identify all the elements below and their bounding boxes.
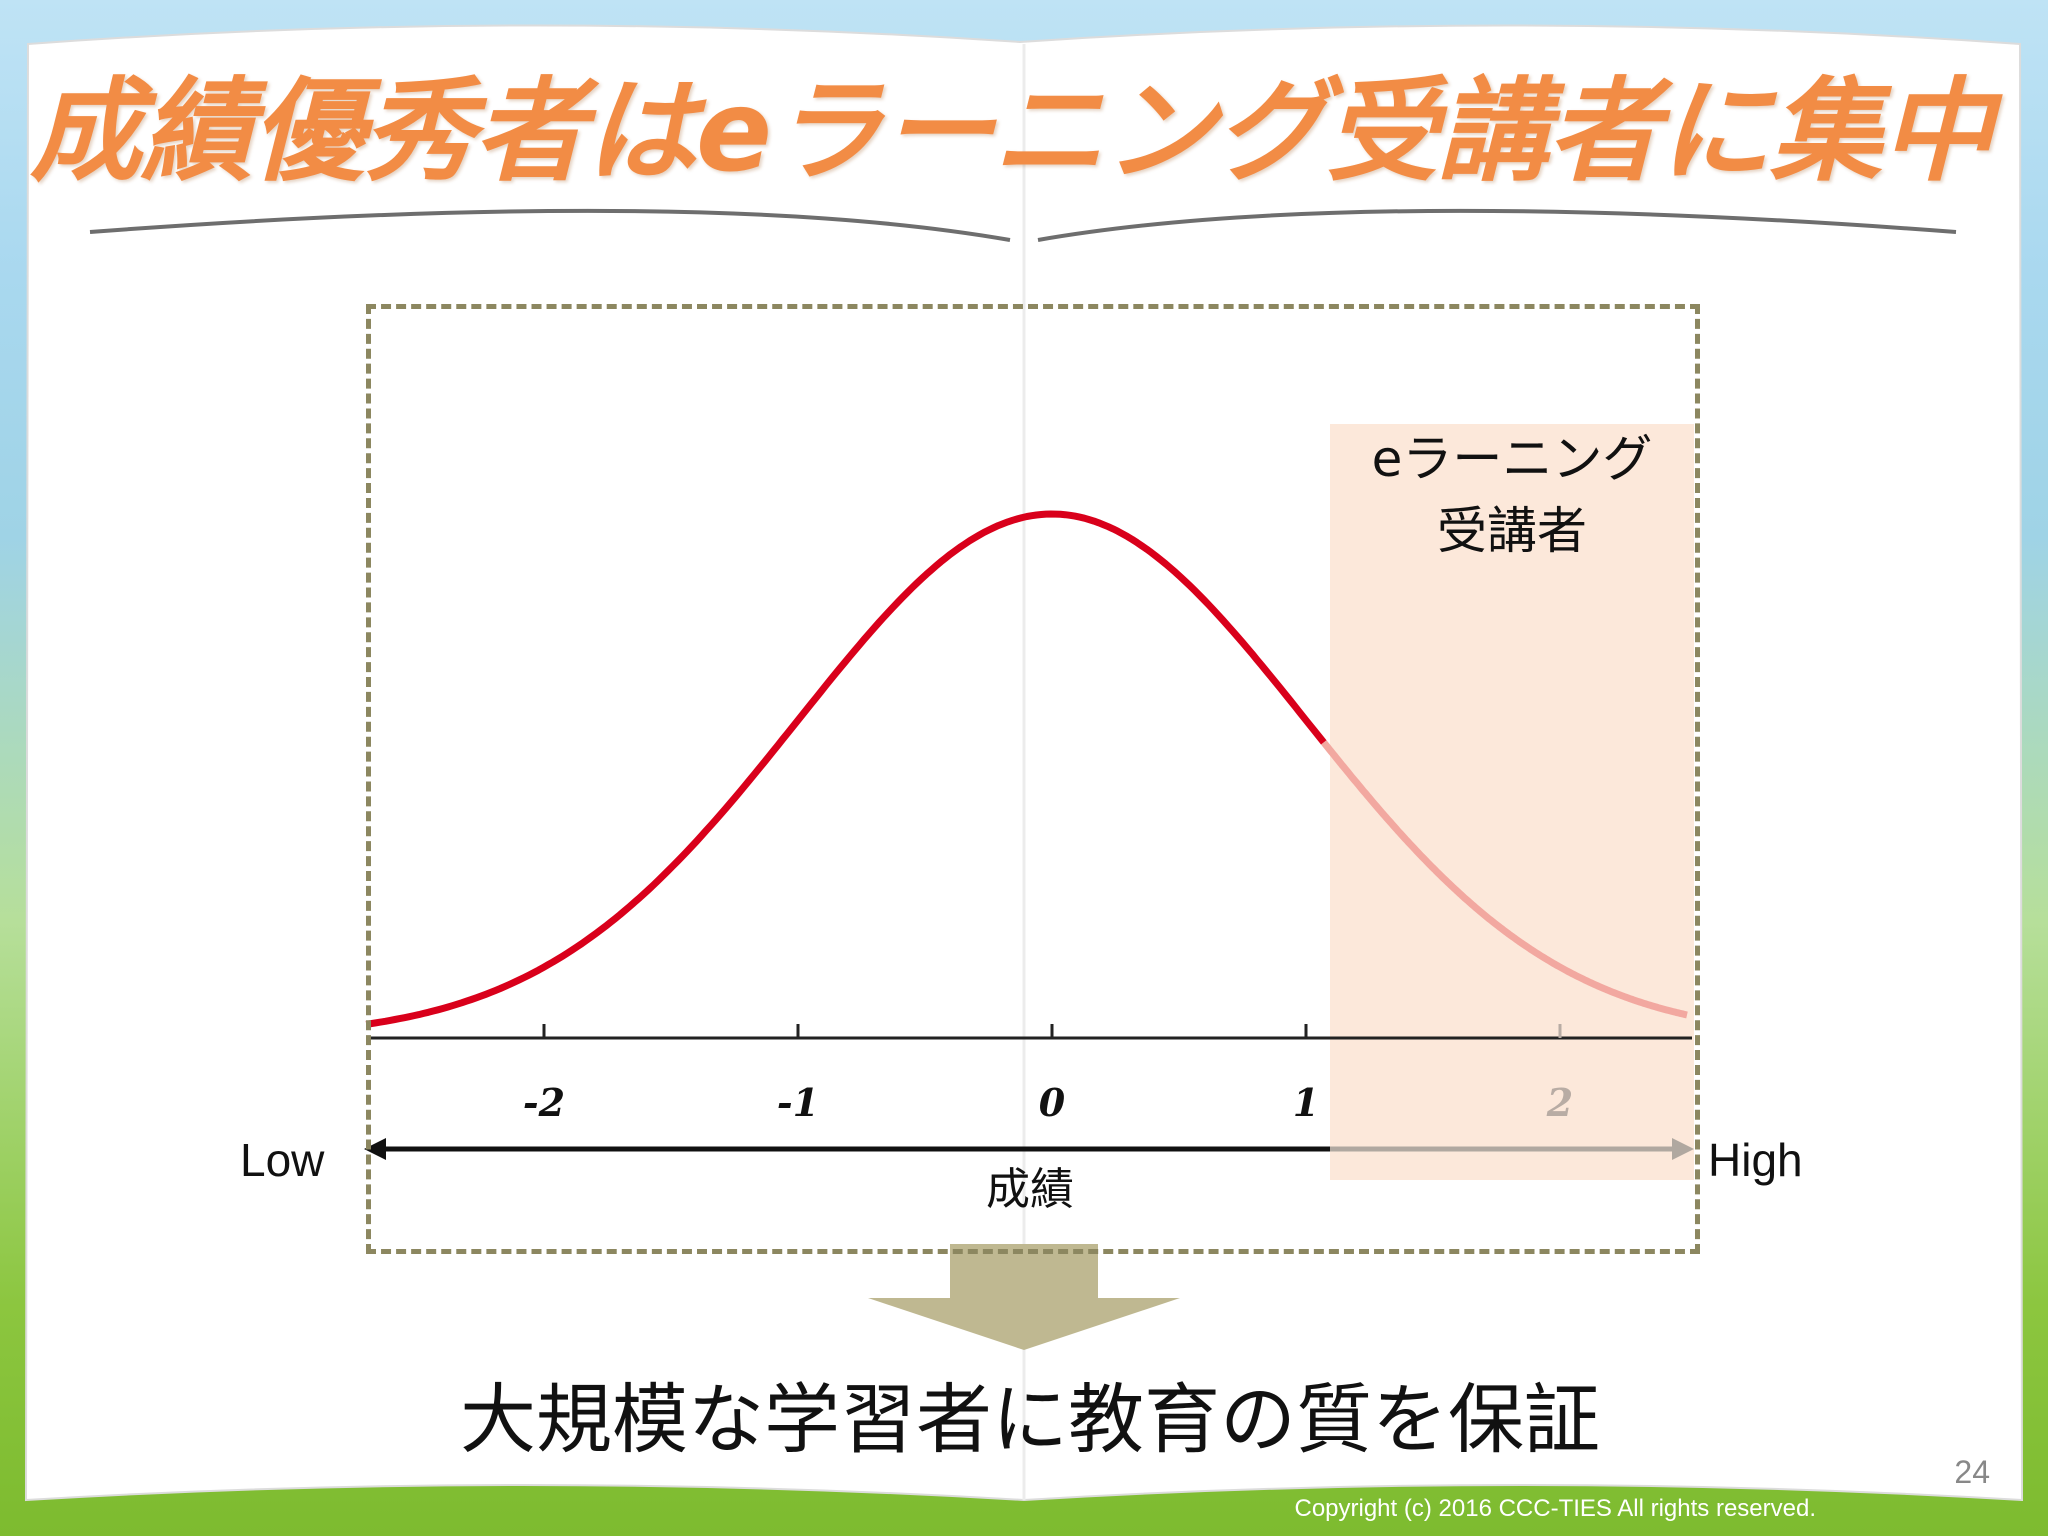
x-tick-label: -2 [523, 1080, 565, 1125]
x-axis-ticks: -2 -1 0 1 2 [523, 1024, 1573, 1125]
low-label: Low [240, 1134, 325, 1186]
normal-curve [365, 510, 1327, 1028]
page-number: 24 [1954, 1454, 1990, 1490]
score-arrow-left-head [364, 1138, 386, 1160]
highlight-label-line2: 受講者 [1437, 502, 1587, 560]
slide-title: 成績優秀者はeラーニング受講者に集中 [30, 67, 1993, 197]
axis-label: 成績 [986, 1164, 1074, 1215]
x-tick-label: 2 [1546, 1080, 1573, 1125]
elearning-highlight-region [1330, 424, 1694, 1180]
copyright-text: Copyright (c) 2016 CCC-TIES All rights r… [1294, 1495, 1816, 1522]
high-label: High [1708, 1134, 1803, 1186]
down-arrow [868, 1244, 1180, 1350]
normal-curve-highlighted-tail [1321, 740, 1689, 1019]
conclusion-text: 大規模な学習者に教育の質を保証 [460, 1375, 1600, 1464]
x-tick-label: 0 [1039, 1080, 1066, 1125]
x-tick-label: 1 [1293, 1080, 1319, 1125]
chart-dashed-frame [366, 304, 1700, 1254]
highlight-label-line1: eラーニング [1371, 430, 1653, 488]
x-tick-label: -1 [777, 1080, 819, 1125]
score-arrow-right-head [1672, 1138, 1694, 1160]
